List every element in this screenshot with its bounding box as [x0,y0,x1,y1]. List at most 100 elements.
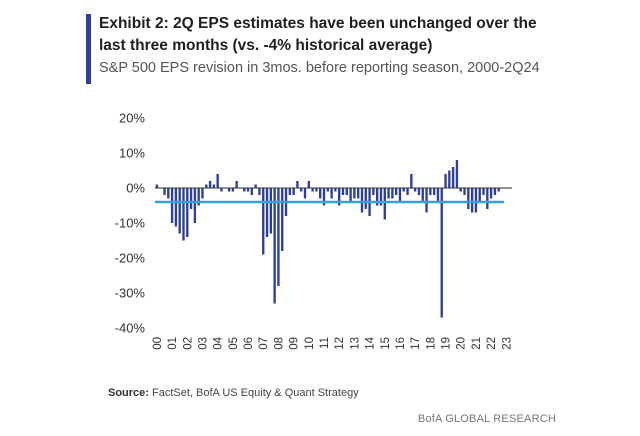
bar [429,188,432,195]
bar [250,188,254,195]
y-tick-label: -20% [115,251,146,266]
bar [357,188,360,199]
chart-title: Exhibit 2: 2Q EPS estimates have been un… [99,15,537,54]
bar [220,188,223,192]
bar [489,188,493,199]
bar [319,188,322,199]
x-tick-label: 21 [471,337,483,350]
bar [436,188,440,202]
source-label: Source: [108,387,149,399]
bar [208,181,212,188]
bar [178,188,181,234]
x-tick-label: 06 [243,337,255,350]
bar [193,188,197,223]
bar [170,188,174,223]
bar [167,188,170,199]
bar [182,188,185,241]
x-tick-label: 22 [486,337,498,350]
bar [155,184,159,188]
x-tick-label: 15 [380,337,392,350]
bar [451,167,455,188]
bar [425,188,428,213]
bar [493,188,497,195]
brand-mark: BofA GLOBAL RESEARCH [417,413,556,425]
bar [394,188,398,195]
y-tick-label: -10% [115,216,146,231]
bar [417,188,421,195]
x-tick-label: 17 [410,337,422,350]
bar [372,188,375,195]
y-tick-label: -30% [115,286,146,301]
bar [322,188,326,206]
bar [406,188,409,195]
source-note: Source: FactSet, BofA US Equity & Quant … [108,387,359,399]
bar [303,188,307,199]
bar [273,188,276,304]
bar [334,188,337,192]
bar [186,188,189,237]
bar [387,188,390,199]
chart-subtitle: S&P 500 EPS revision in 3mos. before rep… [99,60,540,76]
bar [360,188,364,213]
x-tick-label: 23 [501,337,513,350]
bar [440,188,443,318]
x-tick-label: 08 [273,337,285,350]
bar [227,188,231,192]
y-axis: 20% 10% 0% -10% -20% -30% -40% [115,111,146,336]
x-tick-label: 07 [258,337,270,350]
bar [163,188,166,195]
x-tick-label: 13 [349,337,361,350]
bar [189,188,193,209]
x-tick-label: 03 [197,337,209,350]
bar [444,174,447,188]
x-tick-label: 09 [289,337,301,350]
x-tick-label: 11 [319,337,331,349]
bar [486,188,489,209]
bar [432,188,436,195]
y-tick-label: 0% [126,181,145,196]
bar [330,188,333,199]
bar [398,188,402,202]
bar [243,188,246,192]
bar [413,188,417,192]
bar [265,188,269,237]
bar [216,174,219,188]
bar [315,188,318,192]
bar [269,188,273,234]
bar [174,188,178,227]
bar [375,188,379,206]
bar [277,188,280,286]
bar [379,188,383,206]
x-tick-label: 00 [152,337,164,350]
bar [254,184,257,188]
bar [410,174,413,188]
x-tick-label: 05 [228,337,240,350]
bar [421,188,424,202]
x-tick-label: 14 [365,336,377,349]
bar [201,188,204,199]
bar [470,188,474,213]
bar [246,188,250,192]
y-tick-label: -40% [115,321,146,336]
bar [300,188,303,192]
bar-series [155,160,512,318]
bar [459,188,462,192]
bar [448,170,451,188]
source-text: FactSet, BofA US Equity & Quant Strategy [152,387,359,399]
y-tick-label: 20% [119,111,145,126]
x-tick-label: 01 [167,337,179,350]
title-accent-bar [86,14,91,84]
bar [455,160,459,188]
bar [402,188,405,192]
bar [497,188,500,192]
y-tick-label: 10% [119,146,145,161]
bar [235,181,238,188]
bar [474,188,478,213]
x-tick-label: 12 [334,337,346,350]
bar [262,188,265,255]
x-tick-label: 10 [304,337,316,350]
bar [205,184,208,188]
bar [341,188,345,195]
bar [212,184,216,188]
